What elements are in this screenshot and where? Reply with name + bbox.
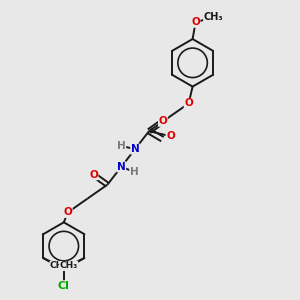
Text: O: O xyxy=(184,98,193,108)
Text: Cl: Cl xyxy=(58,281,70,291)
Text: H: H xyxy=(117,141,126,151)
Text: O: O xyxy=(158,116,167,126)
Text: O: O xyxy=(166,131,175,141)
Text: H: H xyxy=(130,167,139,177)
Text: O: O xyxy=(89,170,98,180)
Text: CH₃: CH₃ xyxy=(50,261,68,270)
Text: N: N xyxy=(131,144,140,154)
Text: O: O xyxy=(63,207,72,218)
Text: O: O xyxy=(191,17,200,27)
Text: CH₃: CH₃ xyxy=(59,261,78,270)
Text: CH₃: CH₃ xyxy=(204,12,223,22)
Text: N: N xyxy=(117,162,126,172)
